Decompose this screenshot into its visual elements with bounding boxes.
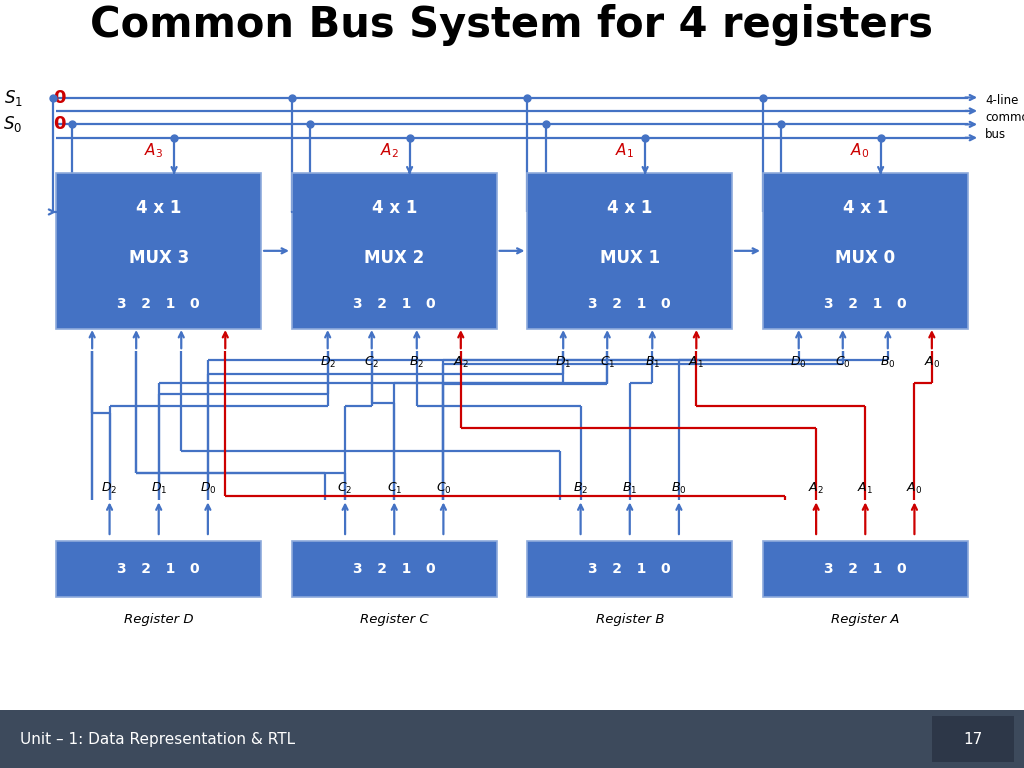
Text: 3   2   1   0: 3 2 1 0 — [353, 561, 435, 576]
Text: $B_1$: $B_1$ — [645, 355, 659, 370]
Text: $A_1$: $A_1$ — [688, 355, 705, 370]
Bar — [292, 173, 497, 329]
Bar — [56, 541, 261, 597]
Text: $B_0$: $B_0$ — [880, 355, 896, 370]
Text: 3   2   1   0: 3 2 1 0 — [118, 296, 200, 311]
Text: Common Bus System for 4 registers: Common Bus System for 4 registers — [90, 4, 934, 46]
Text: 3   2   1   0: 3 2 1 0 — [824, 561, 906, 576]
Text: $A_1$: $A_1$ — [857, 481, 873, 496]
Text: $S_0$: $S_0$ — [3, 114, 23, 134]
Text: 4-line
common
bus: 4-line common bus — [985, 94, 1024, 141]
Text: $D_0$: $D_0$ — [200, 481, 216, 496]
Text: $D_2$: $D_2$ — [101, 481, 118, 496]
Bar — [292, 541, 497, 597]
Text: 17: 17 — [964, 732, 982, 746]
Bar — [56, 173, 261, 329]
Text: 3   2   1   0: 3 2 1 0 — [589, 561, 671, 576]
Text: MUX 1: MUX 1 — [600, 249, 659, 267]
Text: 3   2   1   0: 3 2 1 0 — [118, 561, 200, 576]
Text: $D_0$: $D_0$ — [791, 355, 807, 370]
Text: $A_1$: $A_1$ — [615, 141, 634, 161]
Text: Unit – 1: Data Representation & RTL: Unit – 1: Data Representation & RTL — [20, 732, 296, 746]
Text: $A_0$: $A_0$ — [924, 355, 940, 370]
Text: $C_1$: $C_1$ — [386, 481, 402, 496]
Text: $A_3$: $A_3$ — [144, 141, 163, 161]
Text: $A_0$: $A_0$ — [906, 481, 923, 496]
Text: Register D: Register D — [124, 613, 194, 626]
Text: $A_2$: $A_2$ — [380, 141, 398, 161]
Text: 4 x 1: 4 x 1 — [136, 200, 181, 217]
Text: MUX 2: MUX 2 — [365, 249, 424, 267]
Bar — [527, 173, 732, 329]
Text: $S_1$: $S_1$ — [4, 88, 23, 108]
Text: $A_2$: $A_2$ — [808, 481, 824, 496]
Text: $B_2$: $B_2$ — [573, 481, 588, 496]
Bar — [763, 173, 968, 329]
Text: 4 x 1: 4 x 1 — [843, 200, 888, 217]
Text: Register C: Register C — [359, 613, 429, 626]
Text: $C_0$: $C_0$ — [435, 481, 452, 496]
Text: $B_0$: $B_0$ — [671, 481, 687, 496]
Text: 3   2   1   0: 3 2 1 0 — [824, 296, 906, 311]
Text: 0: 0 — [53, 115, 66, 134]
Text: $C_1$: $C_1$ — [599, 355, 615, 370]
Text: $B_1$: $B_1$ — [623, 481, 637, 496]
Text: 0: 0 — [53, 88, 66, 107]
Text: $C_2$: $C_2$ — [365, 355, 379, 370]
Text: $C_0$: $C_0$ — [835, 355, 851, 370]
Text: 4 x 1: 4 x 1 — [607, 200, 652, 217]
Text: $D_2$: $D_2$ — [319, 355, 336, 370]
Text: Register A: Register A — [831, 613, 899, 626]
Text: $A_2$: $A_2$ — [453, 355, 469, 370]
Text: $C_2$: $C_2$ — [338, 481, 352, 496]
Text: $B_2$: $B_2$ — [410, 355, 424, 370]
Text: $D_1$: $D_1$ — [555, 355, 571, 370]
Text: Register B: Register B — [596, 613, 664, 626]
Text: $D_1$: $D_1$ — [151, 481, 167, 496]
Text: 3   2   1   0: 3 2 1 0 — [589, 296, 671, 311]
Text: MUX 3: MUX 3 — [129, 249, 188, 267]
Bar — [763, 541, 968, 597]
Text: MUX 0: MUX 0 — [836, 249, 895, 267]
Bar — [527, 541, 732, 597]
Bar — [932, 716, 1014, 762]
Text: 3   2   1   0: 3 2 1 0 — [353, 296, 435, 311]
Text: 4 x 1: 4 x 1 — [372, 200, 417, 217]
Text: $A_0$: $A_0$ — [851, 141, 869, 161]
